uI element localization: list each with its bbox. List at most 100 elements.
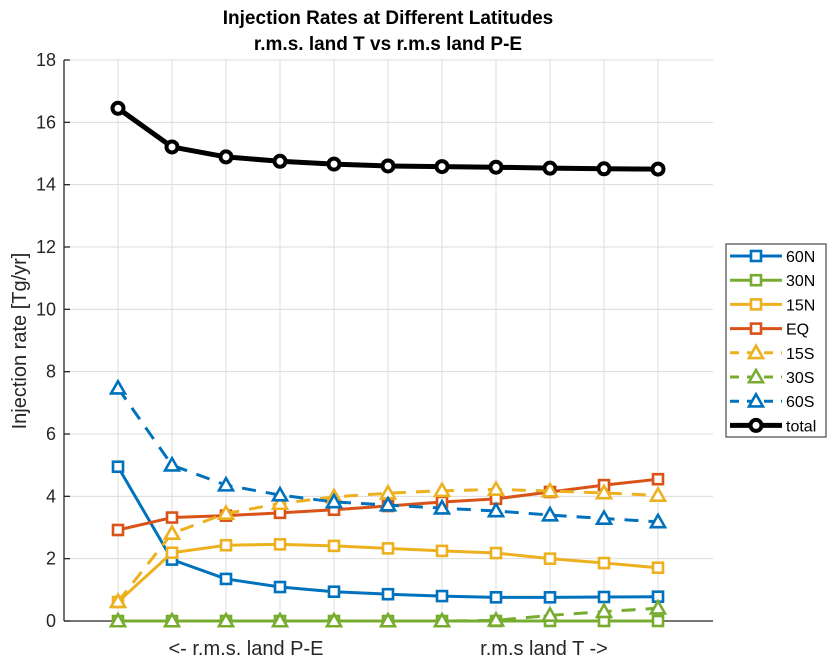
data-point-60n [489,591,503,604]
x-axis-label-left: <- r.m.s. land P-E [168,638,323,660]
data-point-total [218,149,234,165]
data-point-15n [273,538,287,551]
data-point-15n [327,539,341,553]
legend-marker-60n [749,249,763,263]
legend-item-15s: 15S [730,343,814,363]
legend-label: EQ [786,322,809,339]
data-point-15n [651,561,665,575]
y-tick-label: 2 [46,549,56,569]
data-point-15n [381,542,395,555]
data-point-60s [324,492,344,509]
legend: 60N 30N 15N EQ 15S 30S 60S total [725,243,827,438]
data-point-60s [648,512,668,529]
data-point-total [488,159,504,175]
y-tick-labels: 0 2 4 6 8 10 12 14 16 18 [36,50,56,631]
data-point-15n [543,552,557,565]
data-point-total [272,153,288,169]
data-point-30s [270,611,290,628]
data-point-60n [435,589,449,603]
data-point-60n [597,590,611,604]
data-point-15n [165,546,179,560]
data-point-30s [540,605,560,622]
y-axis-label: Injection rate [Tg/yr] [9,253,31,430]
data-point-60s [270,485,290,502]
legend-marker-15n [749,298,763,311]
data-point-60s [162,455,182,472]
data-point-30s [324,611,344,628]
data-point-30s [216,611,236,628]
data-point-15s [270,493,290,511]
data-point-60n [543,591,557,604]
y-tick-label: 16 [36,112,56,132]
data-point-15n [489,546,503,560]
data-point-30n [651,614,665,628]
x-axis-label-right: r.m.s land T -> [480,638,608,660]
data-point-total [380,158,396,174]
legend-label: total [786,418,816,435]
legend-label: 60S [786,394,814,411]
data-point-total [434,159,450,175]
y-tick-label: 12 [36,237,56,257]
data-point-total [596,161,612,177]
data-point-15s [648,485,668,502]
data-point-15s [540,481,560,498]
data-point-60s [378,495,398,512]
data-point-60s [540,505,560,522]
data-point-30s [378,611,398,628]
data-point-eq [651,472,665,486]
data-point-30s [648,598,668,615]
chart-title: Injection Rates at Different Latitudes [223,8,553,29]
data-point-15s [162,523,182,540]
legend-item-15n: 15N [730,297,815,314]
series-60n [111,460,665,604]
chart-subtitle: r.m.s. land T vs r.m.s land P-E [254,34,522,55]
data-point-60s [108,378,128,395]
y-tick-label: 6 [46,424,56,444]
data-point-eq [165,511,179,524]
legend-box [725,243,827,438]
data-point-60n [219,572,233,586]
data-point-60n [327,585,341,599]
y-tick-label: 0 [46,611,56,631]
data-point-60n [381,587,395,601]
y-tick-label: 4 [46,486,56,506]
series-line-15s [116,487,659,603]
series-30s [108,598,668,628]
series-60s [108,378,668,529]
legend-label: 15N [786,297,815,314]
data-point-60s [432,498,452,515]
legend-item-30n: 30N [730,273,815,290]
legend-marker-60s [746,391,766,408]
data-point-15n [597,556,611,570]
series [108,100,668,628]
data-point-total [164,139,180,155]
legend-item-60n: 60N [730,249,815,266]
y-tick-label: 14 [36,175,56,195]
data-point-total [110,100,126,116]
legend-marker-eq [749,322,763,335]
data-point-eq [111,523,125,537]
legend-label: 15S [786,346,814,363]
y-tick-label: 10 [36,299,56,319]
data-point-30s [162,611,182,628]
data-point-60n [273,580,287,594]
data-point-15s [216,503,236,521]
data-point-15n [219,538,233,552]
legend-marker-30s [746,367,766,384]
data-point-60s [216,475,236,492]
data-point-15s [432,481,452,498]
data-point-30s [432,611,452,628]
data-point-30s [594,602,614,619]
data-point-30s [486,610,506,627]
legend-item-eq: EQ [730,322,809,339]
data-point-total [650,161,666,177]
legend-item-30s: 30S [730,367,814,387]
data-point-15s [486,479,506,497]
y-tick-label: 8 [46,362,56,382]
data-point-60s [486,501,506,518]
legend-item-60s: 60S [730,391,814,411]
legend-marker-30n [749,273,763,287]
data-point-15s [594,483,614,500]
